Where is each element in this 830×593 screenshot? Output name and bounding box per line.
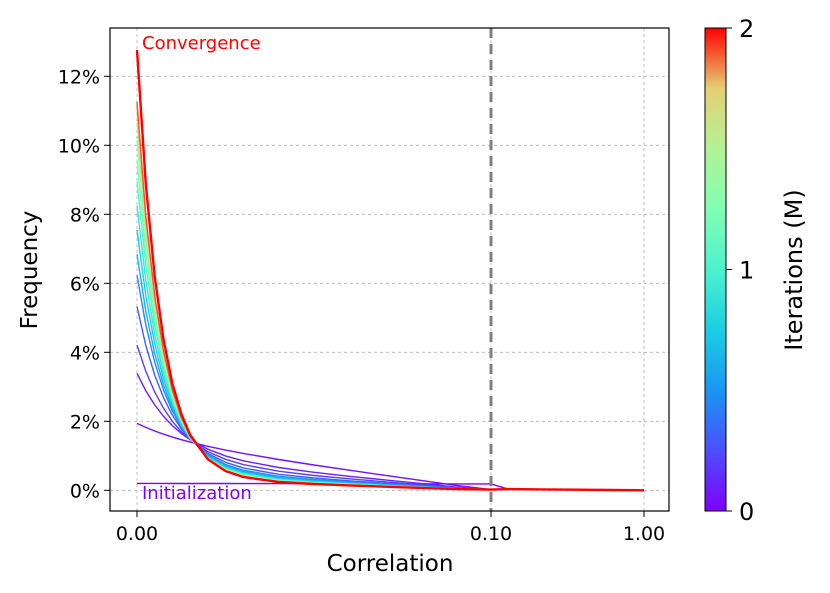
- y-axis-ticks: 0% 2% 4% 6% 8% 10% 12%: [58, 66, 110, 502]
- x-axis-title: Correlation: [327, 551, 454, 577]
- colorbar-title: Iterations (M): [780, 189, 808, 350]
- series-line: [136, 139, 645, 491]
- series-line: [136, 160, 645, 491]
- y-tick-label: 8%: [70, 204, 100, 226]
- series-line: [136, 105, 645, 491]
- series-line: [136, 181, 645, 491]
- convergence-annotation: Convergence: [142, 33, 261, 54]
- colorbar-tick-label: 2: [739, 15, 754, 43]
- series-line: [136, 112, 645, 491]
- initialization-annotation: Initialization: [142, 483, 252, 504]
- series-lines: [135, 49, 645, 492]
- x-tick-label: 1.00: [623, 523, 665, 545]
- y-axis-title: Frequency: [17, 211, 43, 330]
- colorbar-ticks: 0 1 2: [726, 15, 754, 526]
- colorbar: [704, 27, 727, 512]
- y-tick-label: 0%: [70, 480, 100, 502]
- series-line: [135, 49, 645, 492]
- y-tick-label: 6%: [70, 273, 100, 295]
- y-tick-label: 2%: [70, 411, 100, 433]
- y-tick-label: 10%: [58, 135, 100, 157]
- series-line: [136, 372, 645, 491]
- y-tick-label: 4%: [70, 342, 100, 364]
- x-axis-ticks: 0.00 0.10 1.00: [116, 511, 665, 545]
- colorbar-tick-label: 1: [739, 257, 754, 285]
- x-tick-label: 0.10: [470, 523, 512, 545]
- x-tick-label: 0.00: [116, 523, 158, 545]
- plot-frame: [109, 27, 670, 512]
- series-line: [136, 344, 645, 491]
- y-tick-label: 12%: [58, 66, 100, 88]
- series-line: [136, 254, 645, 491]
- colorbar-tick-label: 0: [739, 498, 754, 526]
- series-line: [136, 101, 645, 491]
- series-line: [136, 122, 645, 491]
